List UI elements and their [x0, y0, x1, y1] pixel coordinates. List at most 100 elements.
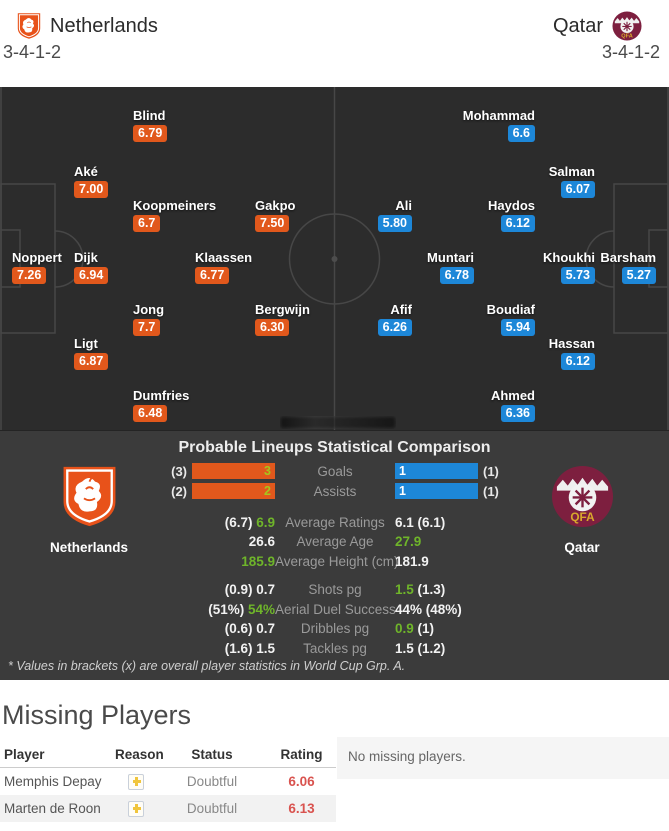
column-header-player: Player	[4, 747, 45, 762]
home-stat-cell: 26.6	[0, 533, 275, 551]
player-rating-badge: 5.73	[560, 267, 595, 284]
player-ali[interactable]: Ali 5.80	[377, 198, 412, 232]
stat-label-cell: Dribbles pg	[275, 620, 395, 638]
player-name: Muntari	[427, 250, 474, 265]
missing-player-name[interactable]: Marten de Roon	[4, 801, 101, 816]
player-name: Barsham	[600, 250, 656, 265]
away-stat-value: 181.9	[395, 553, 429, 569]
player-rating-badge: 6.36	[500, 405, 535, 422]
stat-label: Goals	[317, 463, 353, 479]
stat-row-tackles-pg: (1.6) 1.5 Tackles pg 1.5 (1.2)	[0, 639, 669, 659]
home-crest-block: Netherlands	[41, 465, 137, 555]
home-stat-cell: (1.6) 1.5	[0, 640, 275, 658]
stat-row-average-age: 26.6 Average Age 27.9	[0, 533, 669, 553]
away-bar-cell: 1 (1)	[395, 483, 669, 499]
player-koopmeiners[interactable]: Koopmeiners 6.7	[133, 198, 216, 232]
player-jong[interactable]: Jong 7.7	[133, 302, 164, 336]
player-hassan[interactable]: Hassan 6.12	[549, 336, 595, 370]
player-boudiaf[interactable]: Boudiaf 5.94	[487, 302, 535, 336]
away-team-name: Qatar	[552, 14, 603, 37]
away-bar: 1	[395, 483, 478, 499]
player-khoukhi[interactable]: Khoukhi 5.73	[543, 250, 595, 284]
player-klaassen[interactable]: Klaassen 6.77	[195, 250, 252, 284]
netherlands-crest-icon	[17, 13, 41, 39]
player-noppert[interactable]: Noppert 7.26	[12, 250, 62, 284]
away-stat-cell: 44% (48%)	[395, 601, 669, 619]
home-stat-value: 185.9	[241, 553, 275, 569]
player-mohammad[interactable]: Mohammad 6.6	[463, 108, 535, 142]
player-dijk[interactable]: Dijk 6.94	[74, 250, 109, 284]
missing-players-header-row: Player Reason Status Rating	[0, 742, 336, 768]
missing-players-table: Player Reason Status Rating Memphis Depay Dou…	[0, 742, 336, 822]
missing-player-name-cell: Memphis Depay	[0, 774, 115, 789]
away-stat-value: 1.5	[395, 582, 414, 598]
away-formation: 3-4-1-2	[601, 42, 660, 62]
player-gakpo[interactable]: Gakpo 7.50	[255, 198, 295, 232]
player-rating-badge: 6.30	[255, 319, 290, 336]
home-bracket-value: (6.7)	[224, 514, 257, 530]
player-rating-badge: 7.00	[74, 181, 109, 198]
home-bracket-value: (0.6)	[224, 621, 257, 637]
away-stat-value: 44%	[395, 601, 423, 617]
missing-players-heading: Missing Players	[2, 700, 192, 730]
stat-label: Dribbles pg	[300, 621, 370, 637]
player-blind[interactable]: Blind 6.79	[133, 108, 168, 142]
column-header-reason: Reason	[115, 747, 164, 762]
player-rating-badge: 6.48	[133, 405, 168, 422]
away-stat-value: 6.1	[395, 514, 414, 530]
player-name: Aké	[74, 164, 98, 179]
player-barsham[interactable]: Barsham 5.27	[600, 250, 656, 284]
player-rating-badge: 7.26	[12, 267, 47, 284]
player-dumfries[interactable]: Dumfries 6.48	[133, 388, 189, 422]
player-ak-[interactable]: Aké 7.00	[74, 164, 109, 198]
player-name: Salman	[548, 164, 595, 179]
player-muntari[interactable]: Muntari 6.78	[427, 250, 474, 284]
player-name: Khoukhi	[543, 250, 595, 265]
player-rating-badge: 6.77	[195, 267, 230, 284]
home-bracket-value: (1.6)	[224, 640, 257, 656]
away-bracket-value: (6.1)	[413, 514, 446, 530]
rating-value: 6.06	[288, 774, 315, 789]
pitch-markings	[0, 87, 669, 430]
stat-label-cell: Tackles pg	[275, 640, 395, 658]
away-bracket-value: (1.2)	[413, 640, 446, 656]
home-team-name: Netherlands	[50, 14, 158, 37]
player-bergwijn[interactable]: Bergwijn 6.30	[255, 302, 310, 336]
away-stat-cell: 1.5 (1.3)	[395, 581, 669, 599]
stat-bar-rows: (3) 3 Goals 1 (1) (2) 2 Assists 1 (1)	[0, 463, 669, 503]
missing-player-row: Memphis Depay Doubtful 6.06	[0, 768, 336, 795]
away-stat-value: 0.9	[395, 621, 414, 637]
stats-panel: Probable Lineups Statistical Comparison …	[0, 430, 669, 680]
away-team-header[interactable]: Qatar QFA	[553, 11, 642, 41]
missing-player-name-cell: Marten de Roon	[0, 801, 115, 816]
player-rating-badge: 6.07	[560, 181, 595, 198]
plus-icon	[128, 800, 144, 817]
home-team-header[interactable]: Netherlands	[17, 11, 158, 41]
player-ligt[interactable]: Ligt 6.87	[74, 336, 109, 370]
player-name: Ligt	[74, 336, 98, 351]
home-stat-value: 0.7	[256, 582, 275, 598]
away-stat-cell: 6.1 (6.1)	[395, 514, 669, 532]
bar-row-assists: (2) 2 Assists 1 (1)	[0, 483, 669, 499]
away-bracket-value: (1)	[413, 621, 435, 637]
player-afif[interactable]: Afif 6.26	[377, 302, 412, 336]
home-bar: 3	[192, 463, 275, 479]
player-haydos[interactable]: Haydos 6.12	[488, 198, 535, 232]
player-salman[interactable]: Salman 6.07	[549, 164, 595, 198]
missing-player-row: Marten de Roon Doubtful 6.13	[0, 795, 336, 822]
away-stat-value: 27.9	[395, 534, 422, 550]
player-ahmed[interactable]: Ahmed 6.36	[491, 388, 535, 422]
player-rating-badge: 6.87	[74, 353, 109, 370]
stat-row-average-height-cm-: 185.9 Average Height (cm) 181.9	[0, 552, 669, 572]
away-crest-block: QFA Qatar	[534, 465, 630, 555]
away-stat-cell: 27.9	[395, 533, 669, 551]
status-cell: Doubtful	[157, 774, 267, 789]
player-name: Dumfries	[133, 388, 190, 403]
away-bracket-value: (1)	[483, 463, 499, 479]
missing-player-name[interactable]: Memphis Depay	[4, 774, 102, 789]
home-stat-cell: (6.7) 6.9	[0, 514, 275, 532]
player-rating-badge: 6.78	[439, 267, 474, 284]
stat-label: Tackles pg	[303, 640, 367, 656]
stat-label: Aerial Duel Success	[275, 601, 396, 617]
